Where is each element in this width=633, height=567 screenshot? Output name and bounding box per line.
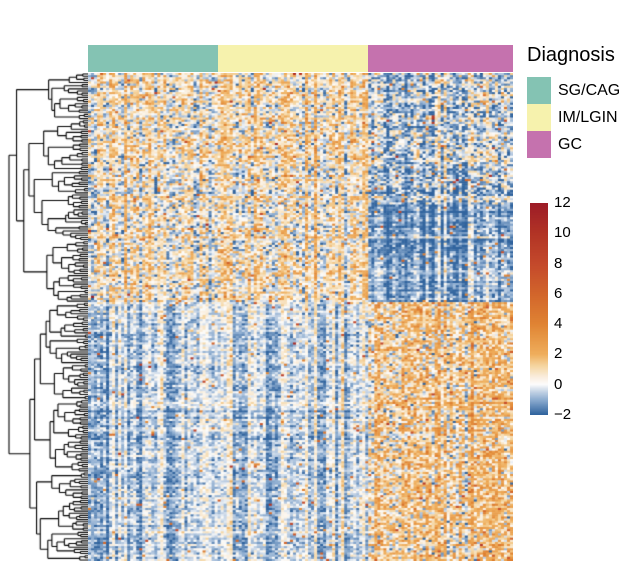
heatmap-canvas	[88, 73, 513, 561]
colorbar-tick-label: 4	[554, 315, 563, 333]
annotation-segment-im-lgin	[218, 45, 369, 72]
colorbar-tick-label: −2	[554, 406, 572, 423]
colorbar-tick-label: 8	[554, 254, 563, 272]
legend-swatch-sg-cag	[527, 77, 551, 104]
colorbar-canvas	[530, 203, 548, 415]
legend-swatch-im-lgin	[527, 104, 551, 131]
diagnosis-annotation-bar	[88, 45, 513, 72]
row-dendrogram-canvas	[5, 73, 88, 561]
legend-item: IM/LGIN	[527, 104, 620, 131]
legend-swatch-gc	[527, 131, 551, 158]
legend-label: IM/LGIN	[558, 108, 618, 126]
colorbar-tick-label: 6	[554, 284, 563, 302]
legend-title: Diagnosis	[527, 44, 615, 66]
legend-item: GC	[527, 131, 620, 158]
legend-item: SG/CAG	[527, 77, 620, 104]
colorbar-tick-label: 2	[554, 345, 563, 363]
colorbar-ticks: 12 10 8 6 4 2 0 −2	[554, 195, 594, 423]
annotation-segment-sg-cag	[88, 45, 219, 72]
colorbar-tick-label: 10	[554, 224, 571, 242]
annotation-segment-gc	[368, 45, 513, 72]
legend-label: GC	[558, 135, 582, 153]
colorbar-tick-label: 12	[554, 194, 571, 211]
colorbar-tick-label: 0	[554, 375, 563, 393]
diagnosis-legend: SG/CAG IM/LGIN GC	[527, 77, 620, 158]
legend-label: SG/CAG	[558, 81, 621, 99]
